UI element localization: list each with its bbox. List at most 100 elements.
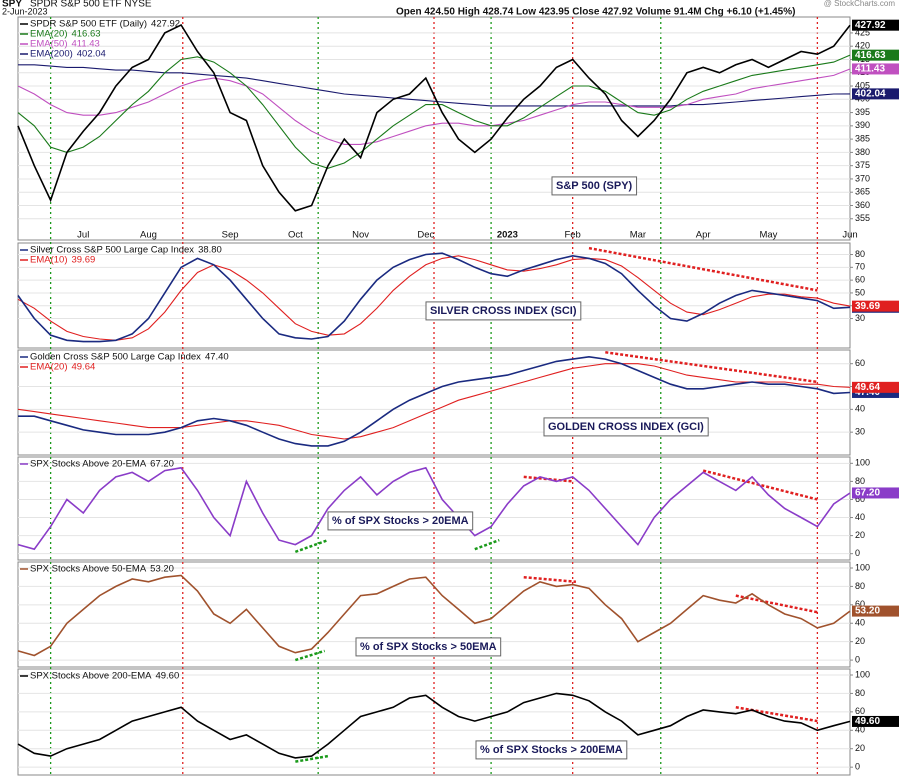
y-tick-label: 360: [855, 200, 870, 210]
trend-line: [474, 538, 500, 551]
annotation-text: % of SPX Stocks > 50EMA: [360, 641, 497, 653]
x-tick-label: Jun: [842, 230, 857, 241]
y-tick-label: 80: [855, 581, 865, 591]
y-tick-label: 385: [855, 133, 870, 143]
legend-value: 49.60: [155, 671, 179, 682]
y-tick-label: 60: [855, 706, 865, 716]
last-value-label: 402.04: [855, 89, 886, 100]
series-line: [17, 363, 851, 440]
x-tick-label: Dec: [417, 230, 434, 241]
annotation: GOLDEN CROSS INDEX (GCI): [543, 417, 709, 437]
y-tick-label: 355: [855, 213, 870, 223]
annotation-box: [425, 301, 582, 321]
legend-value: 427.92: [151, 19, 180, 30]
last-value-box: [852, 381, 899, 393]
legend-name: EMA(20): [30, 29, 67, 40]
legend-value: 402.04: [77, 49, 106, 60]
series-line: [17, 54, 851, 169]
trend-line: [523, 575, 577, 584]
annotation: S&P 500 (SPY): [551, 176, 638, 196]
y-tick-label: 40: [855, 512, 865, 522]
y-tick-label: 375: [855, 160, 870, 170]
annotation-text: SILVER CROSS INDEX (SCI): [430, 305, 577, 317]
x-tick-label: Aug: [140, 230, 157, 241]
legend-value: 411.43: [71, 39, 99, 50]
series-line: [17, 255, 851, 341]
legend-name: EMA(50): [30, 39, 67, 50]
legend-value: 47.40: [205, 352, 229, 363]
last-value-box: [852, 19, 899, 31]
x-tick-label: Nov: [352, 230, 369, 241]
last-value-box: [852, 487, 899, 499]
annotation: SILVER CROSS INDEX (SCI): [425, 301, 582, 321]
y-tick-label: 380: [855, 147, 870, 157]
x-tick-label: Sep: [222, 230, 239, 241]
y-tick-label: 30: [855, 313, 865, 323]
x-tick-label: Apr: [696, 230, 711, 241]
last-value-label: 53.20: [855, 606, 880, 617]
trend-line: [294, 538, 329, 554]
annotation-box: [475, 740, 628, 760]
y-tick-label: 365: [855, 187, 870, 197]
y-tick-label: 80: [855, 249, 865, 259]
trend-line: [735, 706, 818, 723]
legend-value: 53.20: [150, 564, 174, 575]
y-tick-label: 30: [855, 427, 865, 437]
y-tick-label: 80: [855, 688, 865, 698]
legend-name: EMA(200): [30, 49, 73, 60]
y-tick-label: 390: [855, 120, 870, 130]
source: @ StockCharts.com: [824, 0, 896, 8]
panel-frame: [17, 242, 851, 349]
annotation-text: % of SPX Stocks > 200EMA: [480, 744, 623, 756]
last-value-box: [852, 300, 899, 312]
trend-line: [523, 475, 573, 483]
y-tick-label: 40: [855, 618, 865, 628]
legend-name: EMA(20): [30, 362, 67, 373]
annotation-text: GOLDEN CROSS INDEX (GCI): [548, 421, 704, 433]
y-tick-label: 370: [855, 173, 870, 183]
quote: Open 424.50 High 428.74 Low 423.95 Close…: [396, 7, 795, 18]
annotation-box: [543, 417, 709, 437]
legend-name: EMA(10): [30, 255, 67, 266]
annotation-box: [355, 637, 502, 657]
series-line: [17, 68, 851, 145]
y-tick-label: 395: [855, 107, 870, 117]
legend-name: Silver Cross S&P 500 Large Cap Index: [30, 245, 194, 256]
y-tick-label: 0: [855, 548, 860, 558]
last-value-box: [852, 49, 899, 61]
last-value-label: 39.69: [855, 301, 880, 312]
y-tick-label: 425: [855, 27, 870, 37]
trend-line: [605, 351, 818, 384]
symbol: SPY: [2, 0, 22, 10]
last-value-box: [852, 63, 899, 75]
security-name: SPDR S&P 500 ETF NYSE: [30, 0, 152, 10]
last-value-label: 49.64: [855, 382, 880, 393]
annotation: % of SPX Stocks > 200EMA: [475, 740, 628, 760]
annotation-text: % of SPX Stocks > 20EMA: [332, 515, 469, 527]
series-line: [17, 574, 851, 657]
y-tick-label: 100: [855, 669, 870, 679]
y-tick-label: 405: [855, 80, 870, 90]
y-tick-label: 20: [855, 636, 865, 646]
last-value-box: [852, 88, 899, 100]
y-tick-label: 0: [855, 762, 860, 772]
legend-name: SPX Stocks Above 200-EMA: [30, 671, 152, 682]
y-tick-label: 20: [855, 743, 865, 753]
annotation: % of SPX Stocks > 50EMA: [355, 637, 502, 657]
trend-line: [295, 754, 329, 763]
series-line: [17, 23, 851, 212]
x-tick-label: Feb: [564, 230, 580, 241]
trend-line: [294, 649, 326, 662]
last-value-label: 416.63: [855, 50, 886, 61]
date: 2-Jun-2023: [2, 6, 48, 16]
y-tick-label: 80: [855, 476, 865, 486]
series-line: [18, 355, 851, 447]
y-tick-label: 40: [855, 404, 865, 414]
x-tick-label: May: [759, 230, 777, 241]
x-tick-label: Jul: [77, 230, 89, 241]
legend-value: 67.20: [150, 459, 174, 470]
series-line: [17, 466, 851, 551]
trend-line: [588, 246, 818, 292]
series-line: [17, 692, 851, 759]
legend-value: 416.63: [71, 29, 100, 40]
